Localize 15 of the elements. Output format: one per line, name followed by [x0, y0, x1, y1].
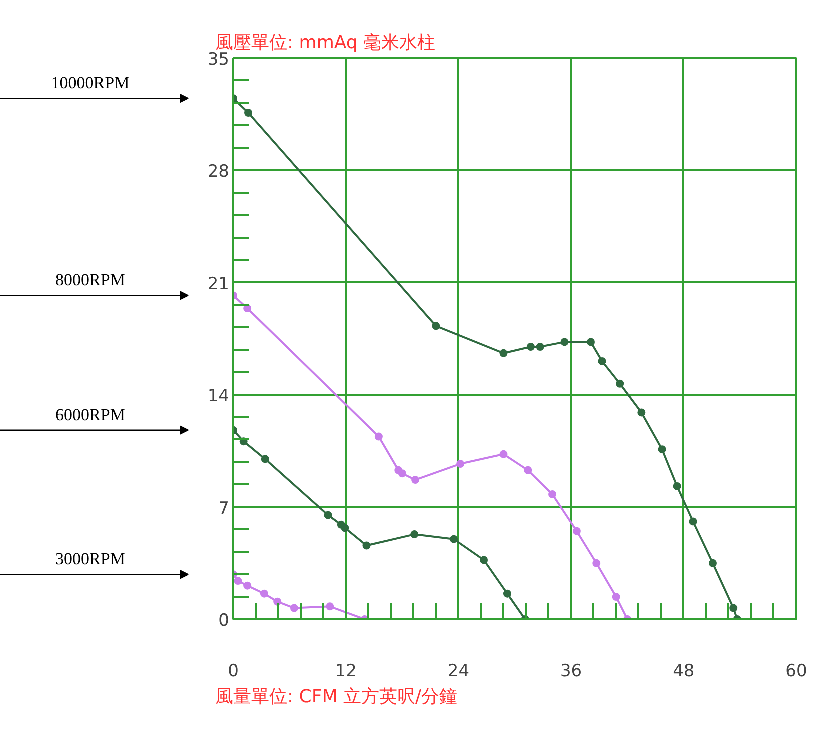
- text: 10000RPM: [51, 74, 130, 93]
- y-tick-label: 7: [218, 498, 230, 519]
- y-tick-label: 14: [208, 386, 230, 407]
- y-tick-label: 21: [208, 274, 230, 294]
- y-tick-label: 0: [218, 611, 230, 631]
- y-tick-label: 28: [208, 162, 230, 182]
- x-axis-title: 風量單位: CFM 立方英呎/分鐘: [216, 686, 458, 708]
- x-tick-label: 24: [448, 662, 470, 682]
- x-tick-label: 48: [673, 662, 695, 682]
- x-tick-label: 36: [560, 662, 582, 682]
- text: 3000RPM: [56, 550, 126, 569]
- x-tick-label: 12: [335, 662, 357, 682]
- x-tick-label: 60: [786, 662, 808, 682]
- text: 8000RPM: [56, 270, 126, 290]
- text: 6000RPM: [56, 405, 126, 424]
